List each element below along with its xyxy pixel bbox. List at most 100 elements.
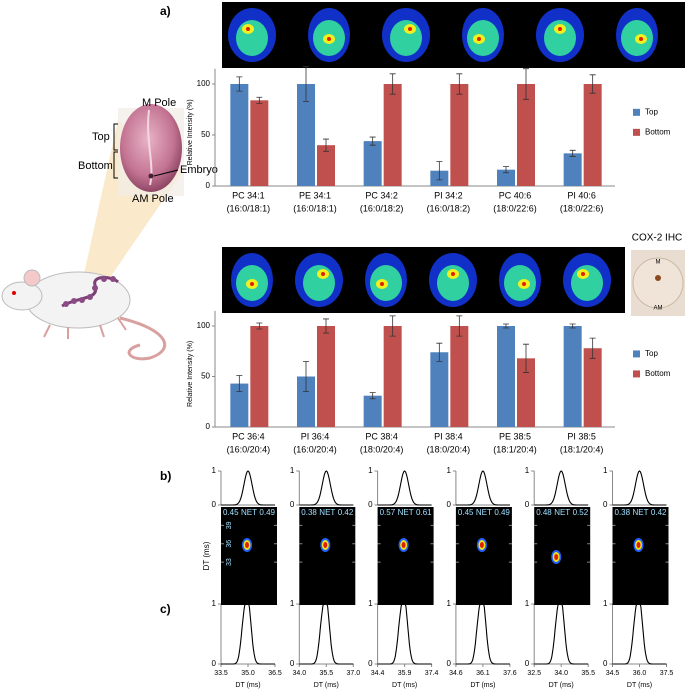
y-tick-label: 0 [603,500,608,509]
peak-curve [299,603,354,665]
y-tick-label: 100 [197,79,211,88]
mouse-illustration: M Pole Top Bottom Embryo AM Pole [1,97,218,361]
y-tick-label: 1 [368,466,373,475]
axes [220,604,275,665]
y-tick-label: 100 [197,321,211,330]
bar [583,84,602,186]
error-bar [256,322,263,330]
axes [377,471,432,506]
msi-hot [246,27,250,31]
error-bar [436,161,443,181]
error-bar [323,318,329,334]
peak-curve [534,470,589,506]
category-sublabel: (16:0/20:4) [227,444,271,454]
x-axis-label: DT (ms) [235,682,260,689]
category-label: PI 38:4 [434,431,463,441]
label: Embryo [180,164,218,176]
error-bar [369,392,376,400]
ihc-image: COX-2 IHC M AM [631,233,685,316]
error-bar [569,149,576,157]
ihc-label: M [656,260,661,266]
heatmap [612,507,669,605]
tail [119,316,167,361]
legend-swatch [633,350,640,358]
category-label: PC 34:2 [365,190,398,200]
axes [455,604,510,665]
error-bar [456,73,463,95]
error-bar [523,68,529,100]
error-bar [503,323,509,329]
msi-strip [222,247,625,313]
peak-curve [612,470,667,506]
y-tick-label: 0 [368,659,373,668]
peak-curve [377,603,432,665]
bar [297,376,315,427]
bar [383,84,402,186]
bar [583,348,602,427]
net-right: 0.42 [338,508,354,517]
net-right: 0.49 [259,508,275,517]
y-tick-label: 0 [368,500,373,509]
bar [450,84,469,186]
net-left: 0.48 [536,508,552,517]
y-tick-label: 33 [226,558,233,566]
y-tick-label: 0 [525,659,530,668]
bar [363,141,382,186]
ihc-title: COX-2 IHC [632,233,683,244]
net-right: 0.42 [651,508,667,517]
panel-label: b) [160,469,171,483]
bar [563,153,582,186]
net-label: NET [554,508,570,517]
legend-label: Top [645,349,658,358]
bar [517,358,535,427]
error-bar [323,138,329,152]
category-label: PI 38:5 [567,431,596,441]
x-tick-label: 36.1 [476,670,490,677]
heatmap [455,507,512,605]
panel-label: a) [160,4,171,18]
error-bar [589,337,596,359]
ihc-stain [655,275,661,281]
y-tick-label: 50 [201,130,210,139]
legend-swatch [633,128,640,136]
spot-core [245,542,249,548]
net-right: 0.52 [573,508,589,517]
category-sublabel: (18:0/20:4) [360,444,404,454]
error-bar [589,74,596,94]
net-left: 0.45 [223,508,239,517]
x-tick-label: 37.6 [503,670,517,677]
axes [455,471,510,506]
msi-hot [451,272,455,276]
y-tick-label: 1 [368,599,373,608]
x-tick-label: 36.0 [633,670,647,677]
y-tick-label: 0 [206,181,211,190]
y-tick-label: 0 [290,659,295,668]
ear [23,269,41,287]
legend-label: Bottom [645,369,671,378]
x-tick-label: 35.0 [241,670,255,677]
peak-curve [221,470,275,506]
category-label: PC 38:4 [365,431,398,441]
label: Top [92,131,110,143]
legend-label: Top [645,107,658,116]
y-axis-label: DT (ms) [202,541,211,570]
category-label: PI 36:4 [301,431,330,441]
bar [383,326,402,427]
peak-curve [221,603,275,665]
net-left: 0.38 [615,508,631,517]
bar [317,145,335,186]
legs [43,317,127,339]
msi-hot [250,282,254,286]
ihc-label: AM [654,306,663,312]
y-tick-label: 36 [226,540,233,548]
category-label: PC 34:1 [232,190,265,200]
bar [430,352,449,427]
peak-curve [377,470,432,506]
axes [612,604,667,665]
head [1,281,43,311]
embryos [63,276,116,307]
axes [533,471,589,506]
y-tick-label: 1 [212,599,217,608]
bar [363,395,382,427]
y-tick-label: 0 [212,659,217,668]
